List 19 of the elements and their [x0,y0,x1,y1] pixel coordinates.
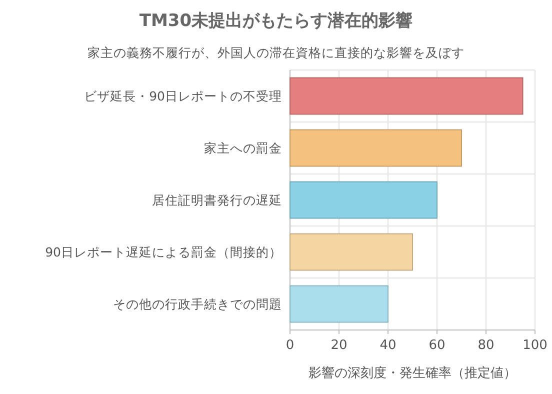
x-tick-label: 80 [478,338,494,353]
y-tick-label: 居住証明書発行の遅延 [152,192,282,208]
x-tick-label: 20 [330,338,348,353]
bar [290,77,524,115]
bar [290,233,413,271]
y-tick-label: 90日レポート遅延による罰金（間接的） [45,244,282,260]
y-tick-label: 家主への罰金 [204,140,282,156]
x-tick-label: 60 [428,338,446,353]
chart-subtitle: 家主の義務不履行が、外国人の滞在資格に直接的な影響を及ぼす [88,45,464,60]
x-tick-label: 100 [522,338,548,353]
bar [290,129,462,167]
x-tick-label: 40 [380,338,396,353]
x-axis-title: 影響の深刻度・発生確率（推定値） [308,365,516,381]
bar [290,285,388,323]
y-tick-label: ビザ延長・90日レポートの不受理 [84,88,282,104]
x-tick-label: 0 [286,338,294,353]
bar [290,181,438,219]
chart-title: TM30未提出がもたらす潜在的影響 [139,11,413,31]
y-tick-label: その他の行政手続きでの問題 [113,296,282,312]
